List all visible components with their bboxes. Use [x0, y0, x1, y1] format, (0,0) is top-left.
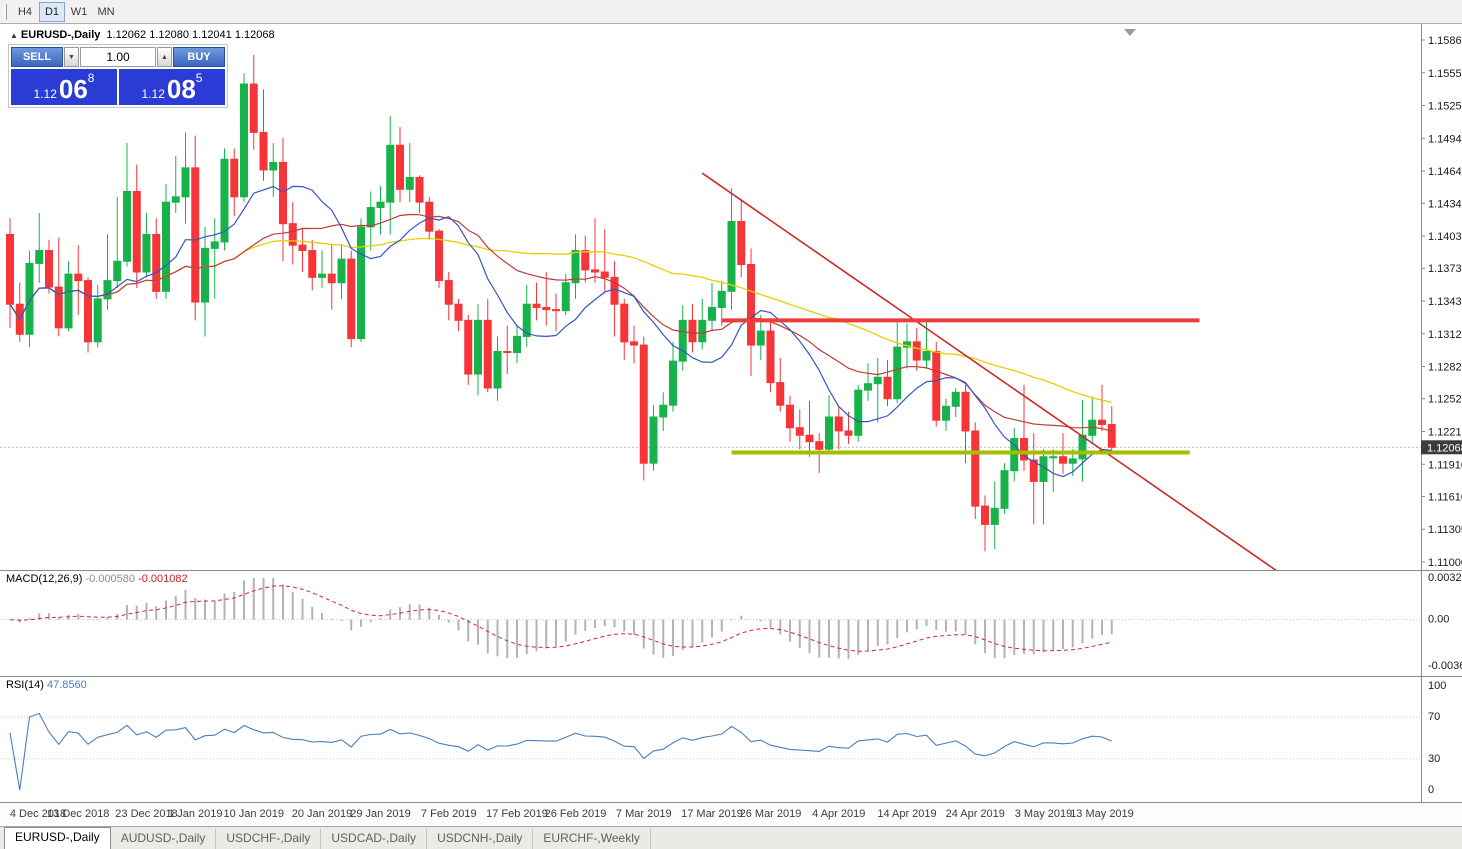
date-axis-label: 29 Jan 2019: [350, 808, 411, 820]
timeframe-buttons: H4 D1 W1 MN: [12, 1, 120, 22]
chart-tab-usdchf-daily[interactable]: USDCHF-,Daily: [216, 829, 322, 849]
buy-button[interactable]: BUY: [173, 47, 225, 67]
price-axis-label: 1.11610: [1428, 491, 1462, 503]
rsi-canvas[interactable]: 100 70 30 0: [0, 676, 1462, 802]
price-axis-label: 1.14340: [1428, 198, 1462, 210]
date-axis-label: 23 Dec 2018: [115, 808, 178, 820]
rsi-axis-label: 30: [1428, 753, 1440, 765]
candlestick-series: [6, 55, 1116, 552]
chart-tabs-bar: EURUSD-,Daily AUDUSD-,Daily USDCHF-,Daily U…: [0, 826, 1462, 849]
macd-axis-label: -0.003655: [1428, 660, 1462, 672]
volume-input[interactable]: [80, 47, 156, 67]
date-axis-label: 26 Feb 2019: [544, 808, 607, 820]
timeframe-button-d1[interactable]: D1: [39, 1, 65, 22]
buy-price-big: 08: [166, 74, 196, 104]
price-axis-label: 1.15860: [1428, 35, 1462, 47]
price-axis-label: 1.15555: [1428, 68, 1462, 80]
chart-tab-usdcad-daily[interactable]: USDCAD-,Daily: [321, 829, 428, 849]
rsi-axis-label: 0: [1428, 784, 1434, 796]
macd-canvas[interactable]: 0.003287 0.00 -0.003655: [0, 570, 1462, 676]
chart-tab-eurchf-weekly[interactable]: EURCHF-,Weekly: [533, 829, 651, 849]
sell-price-prefix: 1.12: [33, 87, 57, 101]
chart-tab-usdcnh-daily[interactable]: USDCNH-,Daily: [427, 829, 534, 849]
date-axis-label: 4 Apr 2019: [812, 808, 866, 820]
chevron-up-icon: ▲: [161, 53, 168, 61]
timeframe-button-mn[interactable]: MN: [97, 5, 115, 18]
timeframe-toolbar: H4 D1 W1 MN: [0, 0, 1462, 24]
sell-price-box[interactable]: 1.12 06 8: [11, 69, 117, 105]
macd-signal-line: [9, 585, 1112, 652]
date-axis-label: 3 May 2019: [1014, 808, 1073, 820]
date-axis-label: 4 Dec 2018: [9, 808, 67, 820]
date-axis-label: 7 Feb 2019: [420, 808, 477, 820]
date-axis-label: 17 Feb 2019: [486, 808, 548, 820]
date-axis-label: 26 Mar 2019: [739, 808, 802, 820]
buy-price-box[interactable]: 1.12 08 5: [119, 69, 225, 105]
chevron-down-icon: ▼: [68, 53, 75, 61]
price-axis-label: 1.12820: [1428, 362, 1462, 374]
date-axis-label: 24 Apr 2019: [945, 808, 1005, 820]
timeframe-button-h4[interactable]: H4: [17, 5, 33, 18]
ma-mid-line: [9, 213, 1112, 432]
date-axis-label: 13 May 2019: [1070, 808, 1134, 820]
sell-price-big: 06: [58, 74, 88, 104]
volume-decrease-button[interactable]: ▼: [64, 47, 79, 67]
macd-axis-label: 0.003287: [1428, 572, 1462, 584]
date-axis-label: 20 Jan 2019: [291, 808, 353, 820]
price-chart-canvas[interactable]: 1.15860 1.15555 1.15250 1.14945 1.14640 1.143…: [0, 24, 1462, 570]
macd-indicator-pane: 0.0032870.00-0.003655 MACD(12,26,9) -0.0…: [0, 570, 1462, 676]
timeframe-button-w1[interactable]: W1: [70, 5, 88, 18]
date-axis-label: 7 Mar 2019: [615, 808, 672, 820]
price-axis-label: 1.11305: [1428, 524, 1462, 536]
macd-axis-label: 0.00: [1428, 614, 1449, 626]
price-axis-label: 1.14640: [1428, 166, 1462, 178]
rsi-axis-label: 100: [1428, 680, 1446, 692]
price-axis-label: 1.13735: [1428, 263, 1462, 275]
descending-trendline[interactable]: [701, 172, 1287, 570]
date-axis-label: 13 Dec 2018: [47, 808, 110, 820]
chart-tab-eurusd-daily[interactable]: EURUSD-,Daily: [4, 827, 111, 849]
date-axis-label: 17 Mar 2019: [681, 808, 743, 820]
price-axis-label: 1.11000: [1428, 557, 1462, 569]
price-axis-label: 1.12215: [1428, 427, 1462, 439]
chart-tab-audusd-daily[interactable]: AUDUSD-,Daily: [111, 829, 217, 849]
price-axis[interactable]: 1.15860 1.15555 1.15250 1.14945 1.14640 1.143…: [1421, 24, 1462, 570]
price-axis-label: 1.12520: [1428, 394, 1462, 406]
ma-fast-line: [9, 185, 1112, 478]
date-axis-label: 10 Jan 2019: [223, 808, 285, 820]
date-axis[interactable]: 4 Dec 2018 13 Dec 2018 23 Dec 2018 1 Jan 20…: [0, 802, 1462, 826]
sell-button[interactable]: SELL: [11, 47, 63, 67]
price-axis-label: 1.14035: [1428, 231, 1462, 243]
sell-price-pip: 8: [87, 71, 95, 85]
volume-increase-button[interactable]: ▲: [157, 47, 172, 67]
buy-price-prefix: 1.12: [141, 87, 165, 101]
rsi-line: [9, 712, 1112, 791]
price-axis-label: 1.13430: [1428, 296, 1462, 308]
rsi-indicator-pane: 100 70 30 0 RSI(14) 47.8560: [0, 676, 1462, 802]
price-axis-label: 1.11910: [1428, 459, 1462, 471]
current-price-badge: [1421, 440, 1462, 455]
date-axis-label: 1 Jan 2019: [168, 808, 223, 820]
current-price-badge-label: 1.12068: [1427, 442, 1462, 454]
chart-shift-marker-icon[interactable]: [1124, 29, 1136, 36]
rsi-axis-label: 70: [1428, 711, 1440, 723]
buy-price-pip: 5: [195, 71, 203, 85]
price-chart-pane: 1.15860 1.15555 1.15250 1.14945 1.14640 1.143…: [0, 24, 1462, 570]
toolbar-grip[interactable]: [4, 3, 7, 20]
date-axis-label: 14 Apr 2019: [877, 808, 937, 820]
price-axis-label: 1.14945: [1428, 133, 1462, 145]
price-axis-label: 1.13125: [1428, 329, 1462, 341]
price-axis-label: 1.15250: [1428, 101, 1462, 113]
macd-histogram: [18, 578, 1113, 660]
